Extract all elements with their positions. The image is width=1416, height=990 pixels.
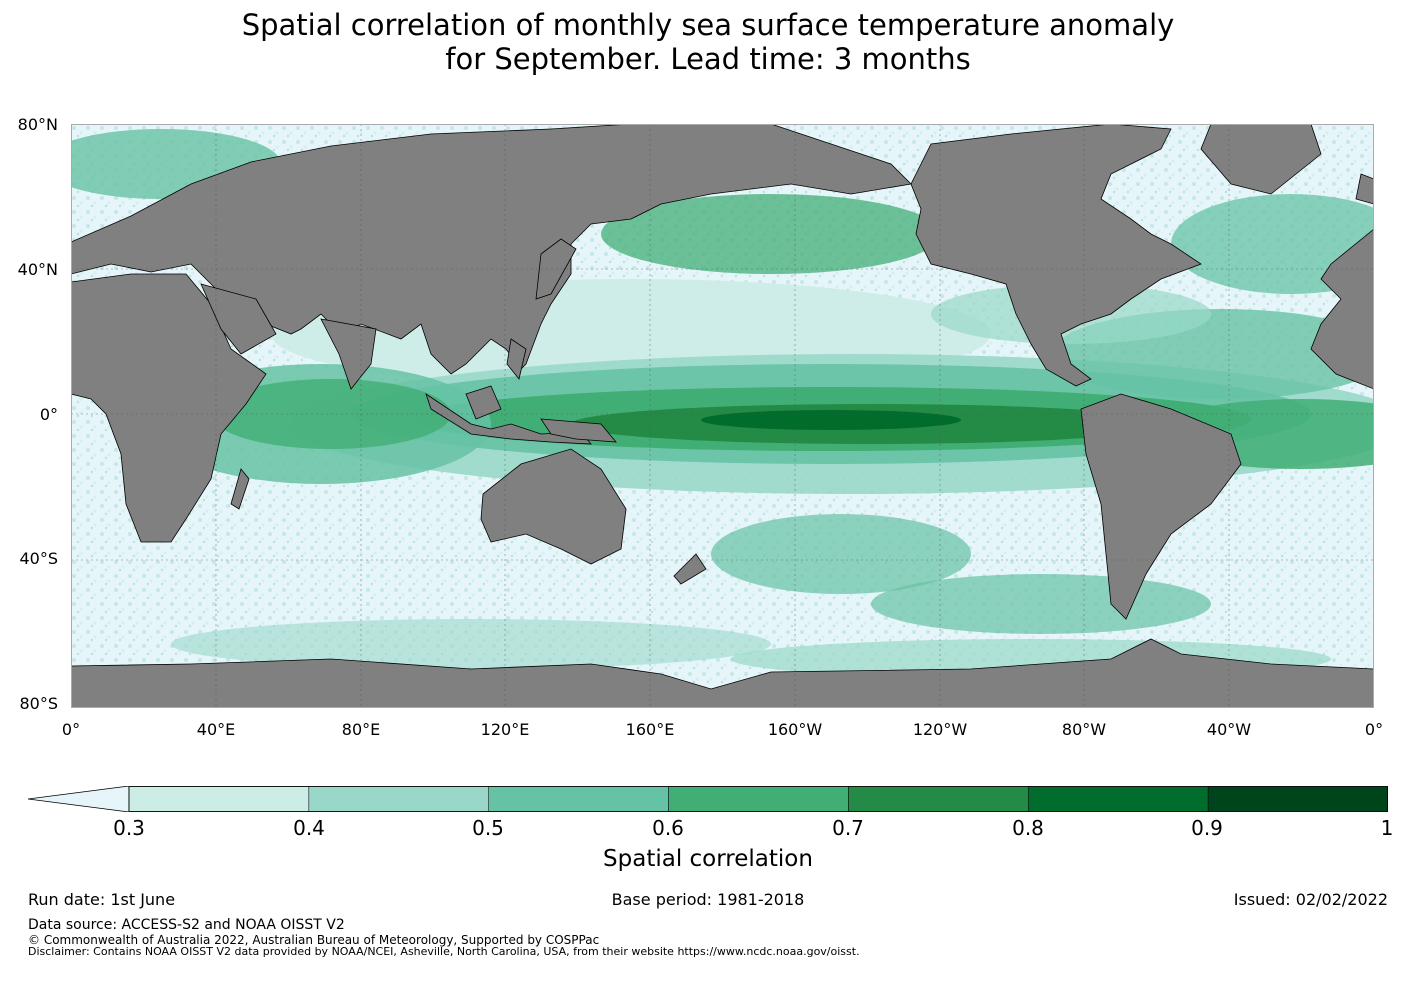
land-australia <box>480 448 627 565</box>
land-uk <box>1355 173 1374 205</box>
graticule <box>71 124 1374 708</box>
land-madagascar <box>230 468 250 510</box>
lat-label-80s: 80°S <box>19 694 58 713</box>
lon-label-160e: 160°E <box>625 720 675 739</box>
colorbar-segment-1 <box>308 786 489 812</box>
disclaimer: Disclaimer: Contains NOAA OISST V2 data … <box>28 945 860 958</box>
lon-label-40e: 40°E <box>196 720 236 739</box>
land-new-zealand <box>673 553 707 585</box>
colorbar-tick-0-8: 0.8 <box>1012 816 1044 840</box>
colorbar-segment-4 <box>848 786 1029 812</box>
colorbar-segments <box>128 786 1388 812</box>
colorbar-tick-0-4: 0.4 <box>293 816 325 840</box>
colorbar-segment-6 <box>1207 786 1388 812</box>
land-borneo <box>465 385 502 420</box>
lat-label-40n: 40°N <box>17 260 58 279</box>
title-line-1: Spatial correlation of monthly sea surfa… <box>241 8 1175 42</box>
colorbar-tick-0-9: 0.9 <box>1191 816 1223 840</box>
lon-label-160w: 160°W <box>767 720 823 739</box>
lon-label-0-right: 0° <box>1364 720 1384 739</box>
title-line-2: for September. Lead time: 3 months <box>445 42 971 76</box>
land-antarctica <box>71 638 1374 708</box>
land <box>71 124 1374 708</box>
lon-label-120w: 120°W <box>912 720 968 739</box>
lat-label-80n: 80°N <box>17 115 58 134</box>
lon-label-80e: 80°E <box>341 720 381 739</box>
colorbar-segment-3 <box>668 786 849 812</box>
land-new-guinea <box>540 418 617 443</box>
lat-label-40s: 40°S <box>19 549 58 568</box>
land-india <box>320 318 377 390</box>
land-philippines <box>506 338 527 380</box>
land-north-america <box>910 124 1202 387</box>
lon-label-120e: 120°E <box>480 720 530 739</box>
colorbar-tick-0-5: 0.5 <box>472 816 504 840</box>
lon-label-40w: 40°W <box>1206 720 1252 739</box>
colorbar <box>28 786 1388 812</box>
colorbar-tick-0-7: 0.7 <box>832 816 864 840</box>
data-source: Data source: ACCESS-S2 and NOAA OISST V2 <box>28 917 345 933</box>
lon-label-0-left: 0° <box>61 720 81 739</box>
lat-label-0: 0° <box>39 405 58 424</box>
colorbar-tick-1: 1 <box>1380 816 1394 840</box>
land-arabia <box>200 283 277 355</box>
sst-correlation-map <box>71 124 1374 708</box>
colorbar-tick-0-6: 0.6 <box>652 816 684 840</box>
base-period: Base period: 1981-2018 <box>611 890 805 909</box>
chart-title: Spatial correlation of monthly sea surfa… <box>0 8 1416 76</box>
issued-date: Issued: 02/02/2022 <box>1233 890 1388 909</box>
colorbar-segment-5 <box>1028 786 1209 812</box>
colorbar-tick-0-3: 0.3 <box>113 816 145 840</box>
colorbar-label: Spatial correlation <box>603 846 813 872</box>
colorbar-segment-0 <box>128 786 310 812</box>
land-greenland <box>1200 124 1322 195</box>
lon-label-80w: 80°W <box>1061 720 1107 739</box>
copyright: © Commonwealth of Australia 2022, Austra… <box>28 933 600 947</box>
land-africa <box>71 273 267 543</box>
colorbar-extend-arrow <box>28 786 130 812</box>
land-south-america <box>1080 393 1242 620</box>
run-date: Run date: 1st June <box>28 890 176 909</box>
colorbar-segment-2 <box>488 786 669 812</box>
